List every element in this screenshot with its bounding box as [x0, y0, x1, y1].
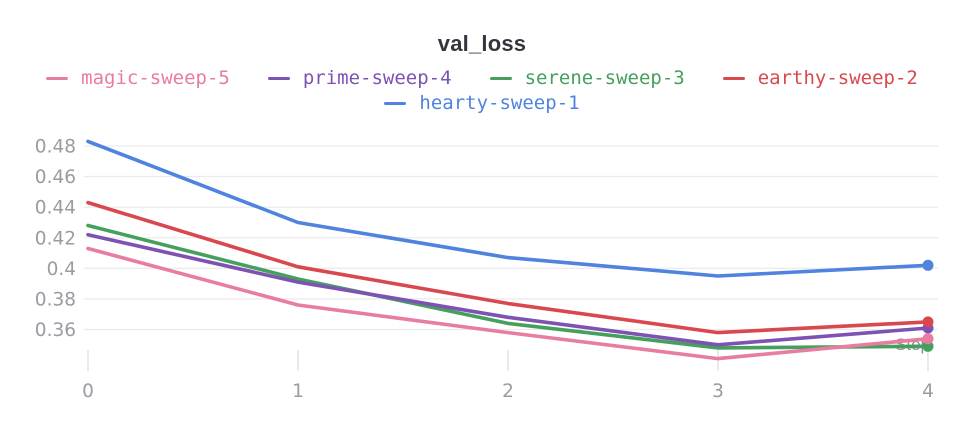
legend-label: hearty-sweep-1 [419, 92, 580, 114]
legend-label: magic-sweep-5 [81, 67, 230, 89]
series-line-earthy-sweep-2 [86, 200, 930, 335]
series-lines [86, 139, 930, 361]
y-tick-label: 0.44 [35, 198, 76, 219]
y-tick-label: 0.36 [35, 320, 76, 341]
legend-item-magic-sweep-5[interactable]: magic-sweep-5 [46, 67, 230, 90]
y-tick-label: 0.48 [35, 137, 76, 158]
legend-swatch [722, 76, 745, 81]
x-axis-ticks [87, 350, 929, 371]
y-tick-label: 0.46 [35, 167, 76, 188]
gridlines [84, 145, 938, 331]
end-dot-serene-sweep-3 [922, 340, 934, 352]
legend-item-serene-sweep-3[interactable]: serene-sweep-3 [489, 67, 685, 90]
legend-swatch [267, 76, 290, 81]
legend-item-earthy-sweep-2[interactable]: earthy-sweep-2 [722, 67, 918, 90]
end-dot-hearty-sweep-1 [922, 259, 934, 271]
series-line-serene-sweep-3 [86, 223, 930, 350]
y-tick-label: 0.42 [35, 228, 76, 249]
end-dot-earthy-sweep-2 [922, 316, 934, 328]
x-tick-label: 3 [712, 381, 724, 402]
legend-label: prime-sweep-4 [302, 67, 452, 89]
x-tick-label: 2 [502, 381, 514, 402]
legend: magic-sweep-5 prime-sweep-4 serene-sweep-3… [0, 66, 964, 116]
x-tick-label: 0 [82, 381, 94, 402]
legend-item-hearty-sweep-1[interactable]: hearty-sweep-1 [384, 92, 580, 115]
legend-swatch [384, 101, 407, 106]
end-dot-magic-sweep-5 [922, 333, 934, 345]
y-tick-label: 0.4 [47, 259, 76, 280]
series-line-hearty-sweep-1 [86, 139, 930, 278]
series-line-prime-sweep-4 [86, 232, 930, 347]
legend-item-prime-sweep-4[interactable]: prime-sweep-4 [267, 67, 452, 90]
chart-title: val_loss [437, 31, 527, 56]
x-tick-label: 1 [292, 381, 304, 402]
x-axis-labels: 0 1 2 3 4 [82, 381, 934, 402]
legend-label: serene-sweep-3 [524, 67, 685, 89]
legend-label: earthy-sweep-2 [757, 67, 918, 89]
legend-swatch [489, 76, 512, 81]
legend-swatch [46, 76, 69, 81]
y-axis-labels: 0.48 0.46 0.44 0.42 0.4 0.38 0.36 [35, 137, 76, 342]
series-end-dots [922, 259, 934, 352]
series-line-magic-sweep-5 [86, 246, 930, 361]
y-tick-label: 0.38 [35, 289, 76, 310]
x-tick-label: 4 [922, 381, 934, 402]
